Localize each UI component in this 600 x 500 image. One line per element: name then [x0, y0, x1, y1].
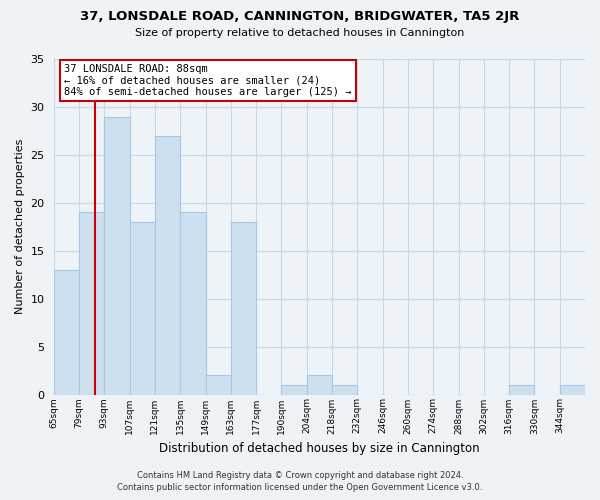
Bar — [332, 385, 358, 394]
X-axis label: Distribution of detached houses by size in Cannington: Distribution of detached houses by size … — [159, 442, 479, 455]
Bar — [79, 212, 104, 394]
Bar — [155, 136, 180, 394]
Bar — [509, 385, 535, 394]
Text: Contains HM Land Registry data © Crown copyright and database right 2024.
Contai: Contains HM Land Registry data © Crown c… — [118, 471, 482, 492]
Text: 37, LONSDALE ROAD, CANNINGTON, BRIDGWATER, TA5 2JR: 37, LONSDALE ROAD, CANNINGTON, BRIDGWATE… — [80, 10, 520, 23]
Y-axis label: Number of detached properties: Number of detached properties — [15, 139, 25, 314]
Bar — [206, 376, 231, 394]
Text: 37 LONSDALE ROAD: 88sqm
← 16% of detached houses are smaller (24)
84% of semi-de: 37 LONSDALE ROAD: 88sqm ← 16% of detache… — [64, 64, 352, 97]
Bar — [130, 222, 155, 394]
Bar — [180, 212, 206, 394]
Text: Size of property relative to detached houses in Cannington: Size of property relative to detached ho… — [136, 28, 464, 38]
Bar — [54, 270, 79, 394]
Bar — [307, 376, 332, 394]
Bar — [231, 222, 256, 394]
Bar — [560, 385, 585, 394]
Bar — [281, 385, 307, 394]
Bar — [104, 116, 130, 394]
